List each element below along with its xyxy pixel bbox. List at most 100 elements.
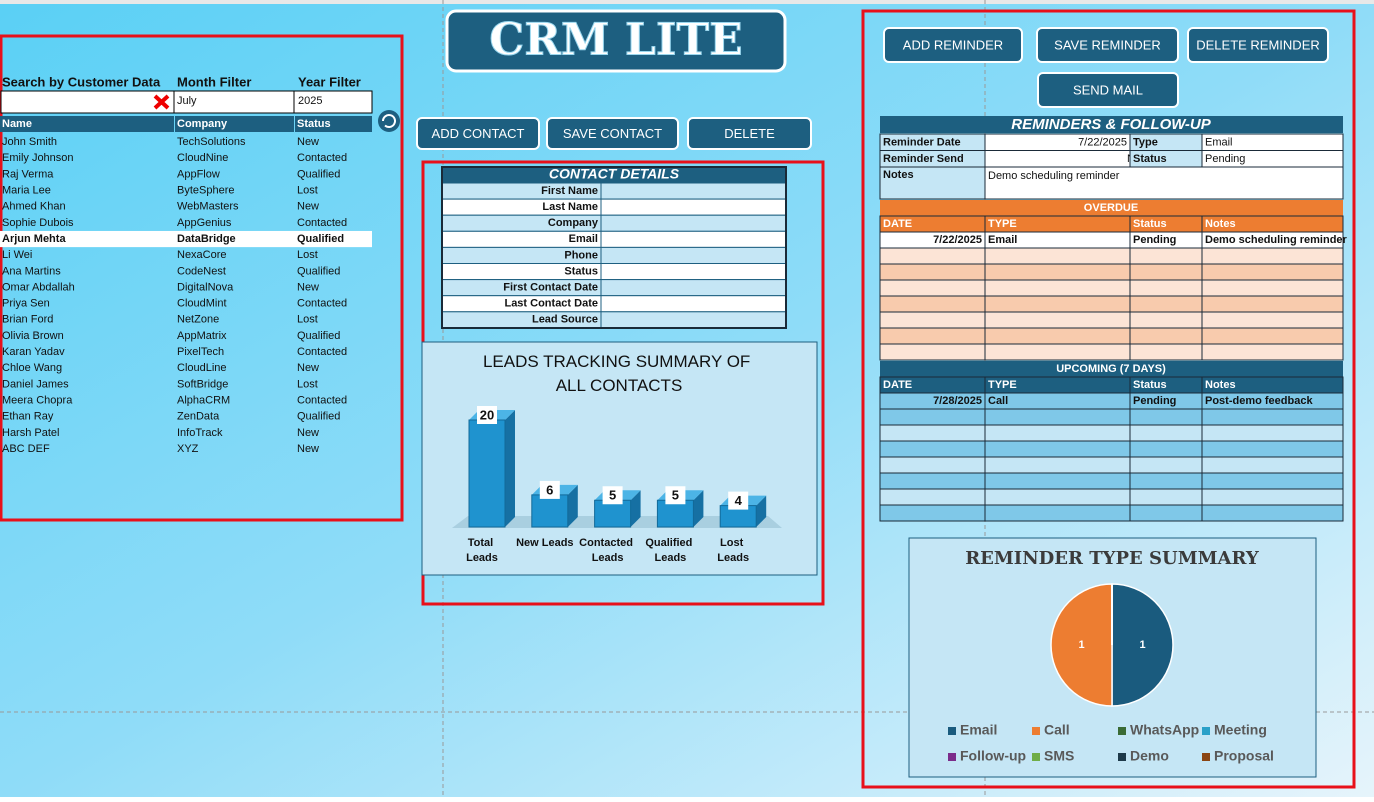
section-cell xyxy=(984,504,1131,522)
section-cell xyxy=(1201,247,1344,265)
bar-side xyxy=(567,484,578,527)
section-cell xyxy=(984,343,1131,361)
section-header: Notes xyxy=(1205,379,1236,391)
table-cell: Lost xyxy=(297,249,318,261)
detail-label: Email xyxy=(569,233,598,245)
value-label: 20 xyxy=(480,407,494,422)
table-cell: Maria Lee xyxy=(2,184,51,196)
value-label: 6 xyxy=(546,482,553,497)
section-cell xyxy=(879,488,986,506)
button-label[interactable]: SEND MAIL xyxy=(1073,82,1143,97)
table-cell: CloudLine xyxy=(177,362,227,374)
button-label[interactable]: SAVE CONTACT xyxy=(563,126,662,141)
detail-label: Last Name xyxy=(542,201,598,213)
detail-value-cell xyxy=(600,198,787,216)
button[interactable] xyxy=(883,27,1023,63)
top-strip xyxy=(0,0,1374,4)
section-cell xyxy=(1129,456,1203,474)
section-cell xyxy=(879,311,986,329)
label-line: Leads xyxy=(592,552,624,564)
table-cell: Sophie Dubois xyxy=(2,217,74,229)
section-cell xyxy=(984,472,1131,490)
section-cell xyxy=(1201,295,1344,313)
detail-label: Phone xyxy=(564,249,598,261)
value-label: 4 xyxy=(735,493,743,508)
section-cell xyxy=(879,279,986,297)
notes-label-cell xyxy=(879,166,986,200)
clear-search-icon[interactable] xyxy=(153,94,170,110)
section-cell xyxy=(984,311,1131,329)
section-cell-text: 7/28/2025 xyxy=(933,395,982,407)
button-label[interactable]: ADD REMINDER xyxy=(903,37,1003,52)
legend-label: Email xyxy=(960,722,997,738)
value-label-box xyxy=(728,491,749,510)
section-cell xyxy=(879,472,986,490)
button-label[interactable]: ADD CONTACT xyxy=(432,126,525,141)
section-cell xyxy=(879,424,986,442)
table-header: Company xyxy=(177,118,228,130)
table-header-cell xyxy=(175,116,294,132)
button-label[interactable]: DELETE xyxy=(724,126,775,141)
detail-label: Company xyxy=(548,217,599,229)
table-cell: TechSolutions xyxy=(177,136,246,148)
table-cell: Emily Johnson xyxy=(2,152,74,164)
chart-title: LEADS TRACKING SUMMARY OF ALL CONTACTS xyxy=(483,352,755,395)
section-cell-text: Call xyxy=(988,395,1008,407)
legend-label: Meeting xyxy=(1214,722,1267,738)
year-value: 2025 xyxy=(298,95,322,107)
refresh-icon[interactable] xyxy=(378,110,400,132)
section-cell xyxy=(1129,472,1203,490)
legend-label: Demo xyxy=(1130,748,1169,764)
label-line: Contacted xyxy=(579,537,636,549)
reminder-title-bar xyxy=(880,116,1343,133)
section-cell xyxy=(879,440,986,458)
detail-value-cell xyxy=(600,295,787,313)
label-line: Leads xyxy=(466,552,498,564)
section-title-bar xyxy=(880,200,1343,216)
legend-swatch xyxy=(1032,753,1040,761)
table-cell: Lost xyxy=(297,184,318,196)
legend-swatch xyxy=(948,753,956,761)
section-cell xyxy=(1129,408,1203,426)
button[interactable] xyxy=(1037,72,1179,108)
button[interactable] xyxy=(416,117,540,150)
table-cell: Qualified xyxy=(297,168,340,180)
filter-input xyxy=(0,90,373,114)
button[interactable] xyxy=(687,117,812,150)
label-line: Lost xyxy=(720,537,746,549)
legend-label: Call xyxy=(1044,722,1070,738)
bar xyxy=(656,499,694,528)
button[interactable] xyxy=(1036,27,1179,63)
button[interactable] xyxy=(546,117,679,150)
table-cell: PixelTech xyxy=(177,346,224,358)
legend-label: Proposal xyxy=(1214,748,1274,764)
table-cell: Meera Chopra xyxy=(2,395,73,407)
details-border xyxy=(441,166,787,329)
section-cell xyxy=(1129,263,1203,281)
section-cell xyxy=(879,504,986,522)
button-label[interactable]: SAVE REMINDER xyxy=(1054,37,1161,52)
value-label: 5 xyxy=(609,488,616,503)
notes-value: Demo scheduling reminder xyxy=(988,170,1120,182)
month-value: July xyxy=(177,95,197,107)
button[interactable] xyxy=(1187,27,1329,63)
value-label-box xyxy=(477,406,497,424)
refresh-arrow xyxy=(382,114,396,129)
button-label[interactable]: DELETE REMINDER xyxy=(1196,37,1320,52)
detail-label: Last Contact Date xyxy=(504,298,598,310)
table-cell: New xyxy=(297,427,319,439)
section-cell xyxy=(1129,504,1203,522)
section-cell xyxy=(1129,424,1203,442)
section-cell xyxy=(1129,279,1203,297)
detail-value-cell xyxy=(600,311,787,329)
section-cell xyxy=(1201,488,1344,506)
section-header: TYPE xyxy=(988,379,1017,391)
table-cell: AppMatrix xyxy=(177,330,227,342)
detail-value-cell xyxy=(600,279,787,297)
section-cell xyxy=(1129,311,1203,329)
detail-value-cell xyxy=(600,246,787,264)
label-line: Qualified xyxy=(645,537,695,549)
legend-label: Follow-up xyxy=(960,748,1026,764)
